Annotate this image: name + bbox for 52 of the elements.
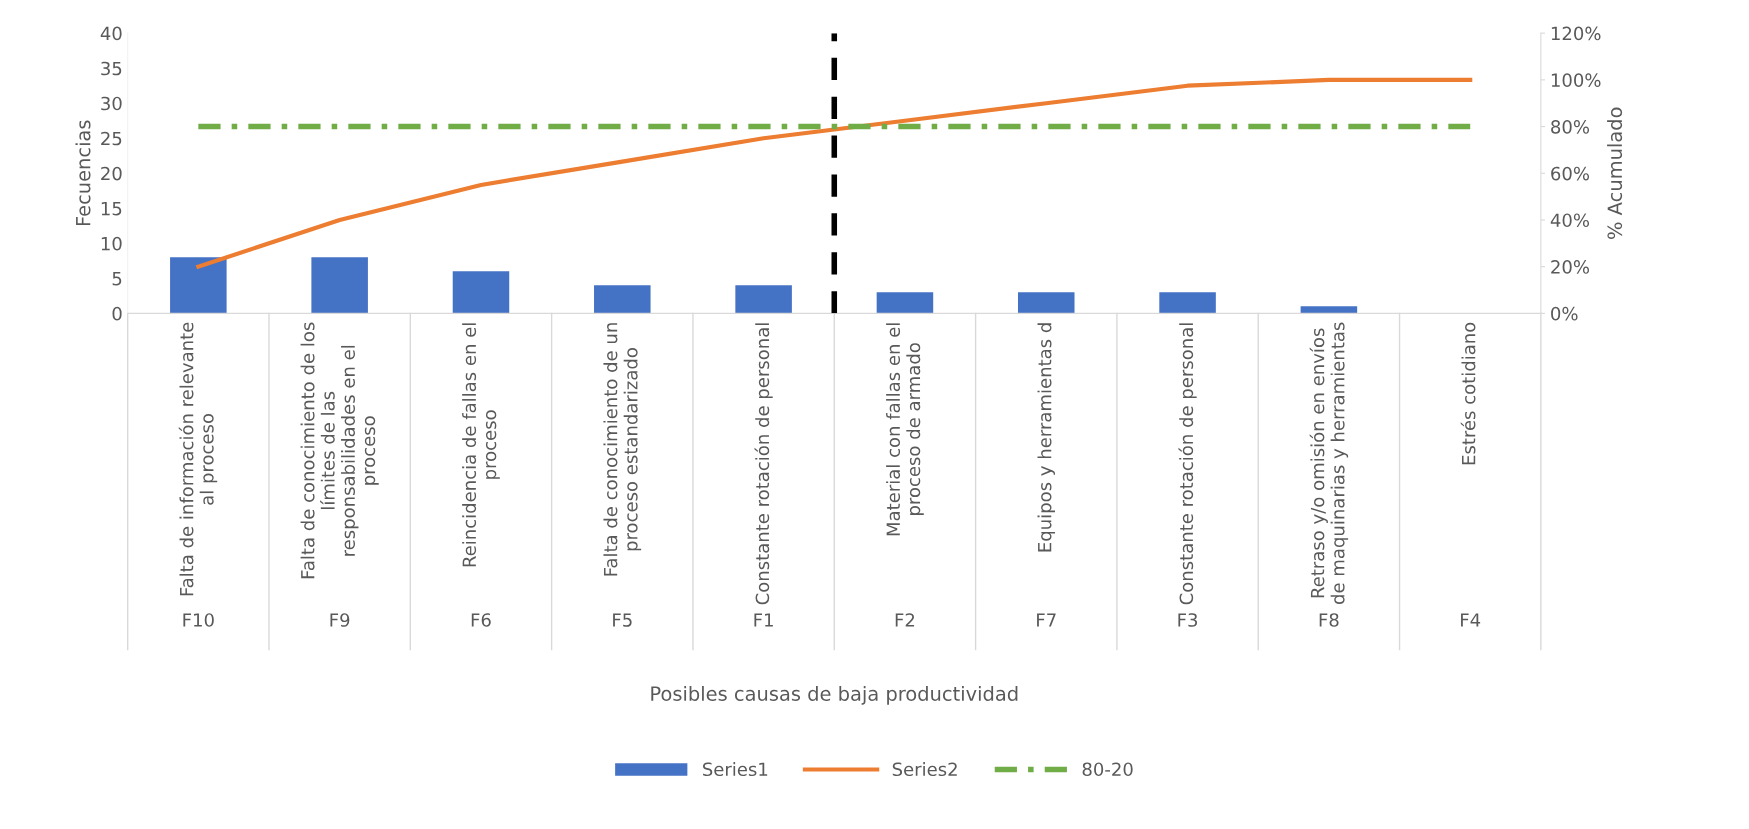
y2-tick-label: 20% bbox=[1551, 260, 1590, 274]
x-tick-label: Equipos y herramientas d bbox=[1037, 323, 1055, 552]
y2-tick-label: 120% bbox=[1551, 26, 1601, 41]
text: F1 bbox=[754, 613, 773, 627]
y-tick-label: 25 bbox=[101, 131, 122, 146]
bar bbox=[170, 257, 227, 314]
y-tick-label: 15 bbox=[101, 201, 122, 216]
x-tick-label: Constante rotación de personal bbox=[754, 323, 773, 605]
text: F10 bbox=[183, 613, 214, 627]
x-tick-label: Retraso y/o omisión en envíos de maquinarias y herramientas bbox=[1309, 322, 1349, 605]
bar bbox=[1159, 292, 1216, 314]
y2-tick-label: 100% bbox=[1551, 73, 1601, 87]
text: F2 bbox=[895, 613, 915, 627]
y-tick-label: 30 bbox=[101, 96, 122, 111]
x-tick-label: Material con fallas en el proceso de armado bbox=[886, 323, 924, 536]
y-tick-label: 0 bbox=[112, 306, 122, 321]
y2-tick-label: 40% bbox=[1550, 213, 1590, 228]
text: F6 bbox=[471, 613, 491, 627]
text: F5 bbox=[613, 613, 632, 627]
legend-label: Series1 bbox=[703, 762, 768, 777]
text: F7 bbox=[1037, 613, 1056, 627]
x-tick-label: Falta de información relevante al proceso bbox=[178, 322, 218, 596]
x-tick-label: Falta de conocimiento de los límites de las responsabilidades en el proceso bbox=[300, 322, 379, 579]
y2-tick-label: 60% bbox=[1551, 166, 1590, 181]
y-axis-title: Fecuencias bbox=[75, 120, 91, 226]
x-axis-title: Posibles causas de baja productividad bbox=[651, 685, 1018, 705]
text: F8 bbox=[1319, 613, 1339, 627]
x-tick-label: Reincidencia de fallas en el proceso bbox=[462, 323, 500, 567]
bar bbox=[1017, 292, 1075, 314]
y-tick-label: 35 bbox=[101, 61, 122, 76]
y-tick-label: 5 bbox=[112, 272, 122, 286]
x-tick-label: Constante rotación de personal bbox=[1178, 323, 1197, 605]
y2-tick-label: 0% bbox=[1551, 306, 1578, 321]
text: F9 bbox=[330, 613, 350, 627]
legend-label: Series2 bbox=[892, 762, 957, 777]
bar bbox=[735, 285, 792, 314]
x-tick-label: Falta de conocimiento de un proceso estandarizado bbox=[603, 323, 642, 576]
x-tick-label: Estrés cotidiano bbox=[1460, 322, 1476, 465]
legend-label: 80-20 bbox=[1082, 762, 1133, 777]
bar bbox=[1300, 306, 1358, 314]
bar bbox=[876, 292, 934, 314]
bar bbox=[594, 285, 651, 314]
y-tick-label: 10 bbox=[101, 236, 122, 251]
text: F3 bbox=[1178, 613, 1198, 627]
bar bbox=[452, 271, 510, 314]
bar bbox=[311, 257, 368, 314]
line-series bbox=[196, 77, 1473, 269]
y2-axis-title: % Acumulado bbox=[1607, 107, 1623, 239]
y-tick-label: 20 bbox=[101, 166, 122, 181]
text: F4 bbox=[1461, 613, 1481, 627]
y-tick-label: 40 bbox=[100, 26, 122, 41]
y2-tick-label: 80% bbox=[1551, 120, 1590, 134]
